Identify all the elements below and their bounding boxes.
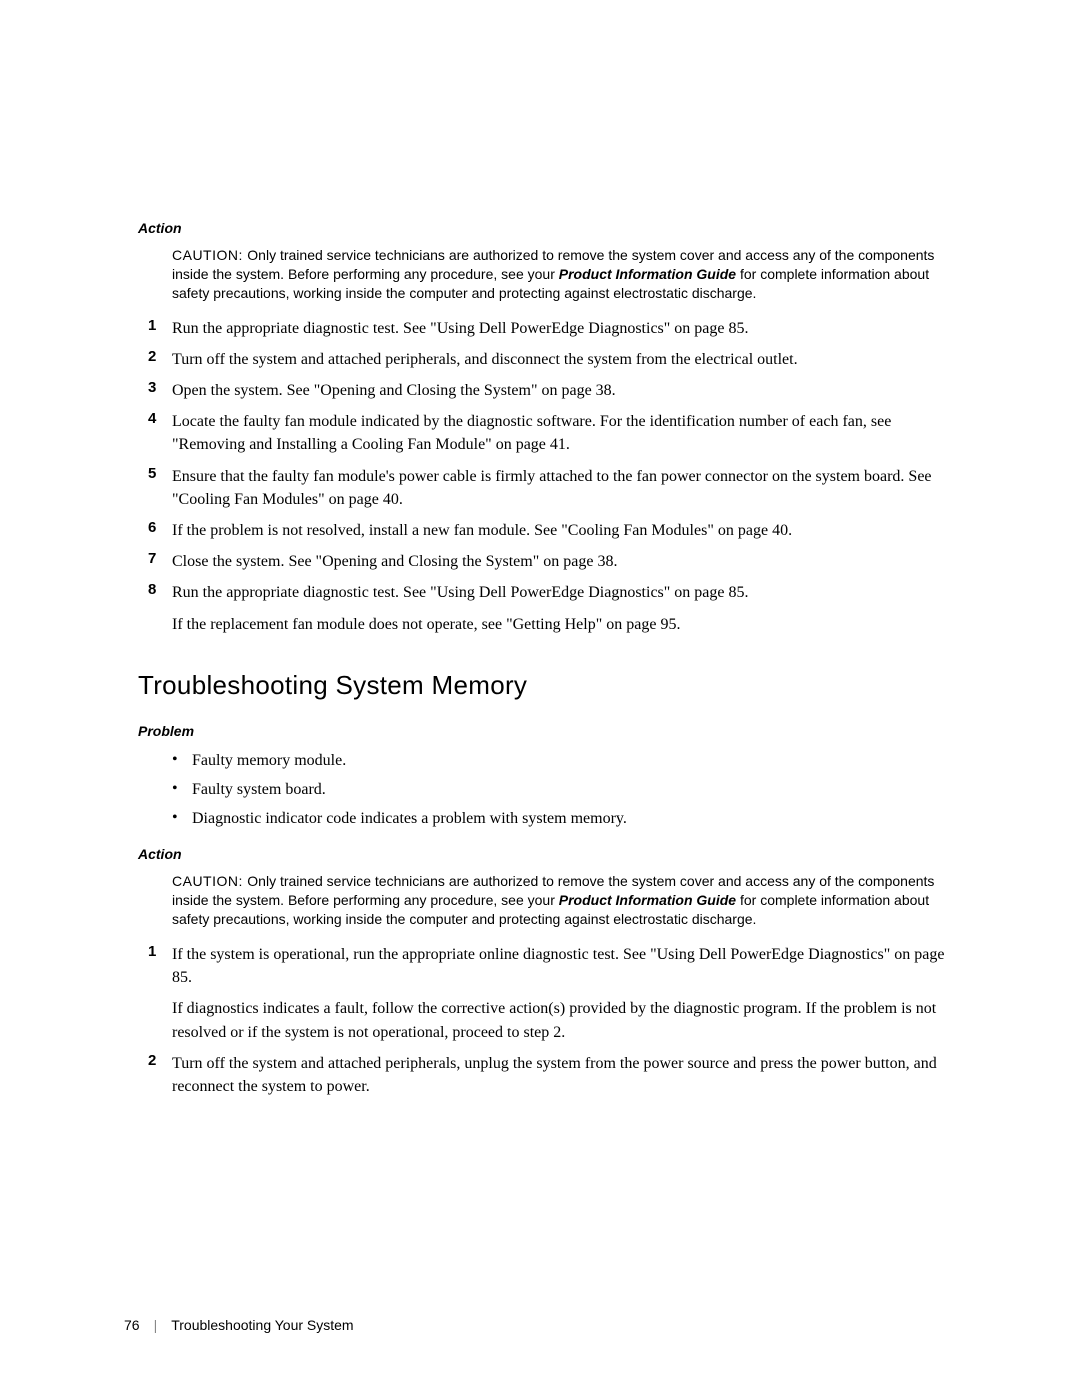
page-footer: 76 | Troubleshooting Your System — [124, 1317, 354, 1333]
step-text: Locate the faulty fan module indicated b… — [172, 410, 960, 456]
step-text: Run the appropriate diagnostic test. See… — [172, 581, 960, 604]
caution-prefix-2: CAUTION: — [172, 873, 247, 889]
step-number: 7 — [138, 550, 172, 567]
list-item: • Faulty system board. — [172, 778, 960, 801]
footer-divider: | — [154, 1317, 158, 1333]
bullet-icon: • — [172, 749, 192, 771]
problem-text: Faulty memory module. — [192, 749, 346, 772]
step-text: Turn off the system and attached periphe… — [172, 1052, 960, 1098]
action-steps-1: 1 Run the appropriate diagnostic test. S… — [138, 317, 960, 636]
step-number: 6 — [138, 519, 172, 536]
problem-text: Faulty system board. — [192, 778, 326, 801]
step-item: 6 If the problem is not resolved, instal… — [138, 519, 960, 542]
step-text: Run the appropriate diagnostic test. See… — [172, 317, 960, 340]
step-item: 4 Locate the faulty fan module indicated… — [138, 410, 960, 456]
step-follow-text: If the replacement fan module does not o… — [172, 613, 960, 636]
step-number: 8 — [138, 581, 172, 598]
step-text: If the system is operational, run the ap… — [172, 943, 960, 989]
list-item: • Faulty memory module. — [172, 749, 960, 772]
step-item: 5 Ensure that the faulty fan module's po… — [138, 465, 960, 511]
step-item: 8 Run the appropriate diagnostic test. S… — [138, 581, 960, 604]
step-follow-text: If diagnostics indicates a fault, follow… — [172, 997, 960, 1043]
product-info-guide-1: Product Information Guide — [559, 266, 736, 282]
section-heading: Troubleshooting System Memory — [138, 670, 960, 701]
step-item: 7 Close the system. See "Opening and Clo… — [138, 550, 960, 573]
step-text: If the problem is not resolved, install … — [172, 519, 960, 542]
page-content: Action CAUTION: Only trained service tec… — [0, 0, 1080, 1098]
footer-title: Troubleshooting Your System — [171, 1317, 353, 1333]
step-number: 2 — [138, 1052, 172, 1069]
action-label-2: Action — [138, 846, 960, 862]
action-label-1: Action — [138, 220, 960, 236]
step-text: Open the system. See "Opening and Closin… — [172, 379, 960, 402]
problem-label: Problem — [138, 723, 960, 739]
step-text: Turn off the system and attached periphe… — [172, 348, 960, 371]
step-item: 1 If the system is operational, run the … — [138, 943, 960, 989]
bullet-icon: • — [172, 807, 192, 829]
step-number: 1 — [138, 943, 172, 960]
step-text: Close the system. See "Opening and Closi… — [172, 550, 960, 573]
step-number: 5 — [138, 465, 172, 482]
step-number: 3 — [138, 379, 172, 396]
page-number: 76 — [124, 1317, 140, 1333]
list-item: • Diagnostic indicator code indicates a … — [172, 807, 960, 830]
step-number: 1 — [138, 317, 172, 334]
problem-text: Diagnostic indicator code indicates a pr… — [192, 807, 627, 830]
problem-list: • Faulty memory module. • Faulty system … — [172, 749, 960, 831]
step-number: 4 — [138, 410, 172, 427]
caution-prefix-1: CAUTION: — [172, 247, 247, 263]
action-steps-2: 1 If the system is operational, run the … — [138, 943, 960, 1098]
step-item: 2 Turn off the system and attached perip… — [138, 348, 960, 371]
step-item: 3 Open the system. See "Opening and Clos… — [138, 379, 960, 402]
caution-block-1: CAUTION: Only trained service technician… — [172, 246, 960, 303]
step-item: 1 Run the appropriate diagnostic test. S… — [138, 317, 960, 340]
caution-block-2: CAUTION: Only trained service technician… — [172, 872, 960, 929]
step-text: Ensure that the faulty fan module's powe… — [172, 465, 960, 511]
step-item: 2 Turn off the system and attached perip… — [138, 1052, 960, 1098]
bullet-icon: • — [172, 778, 192, 800]
product-info-guide-2: Product Information Guide — [559, 892, 736, 908]
step-number: 2 — [138, 348, 172, 365]
